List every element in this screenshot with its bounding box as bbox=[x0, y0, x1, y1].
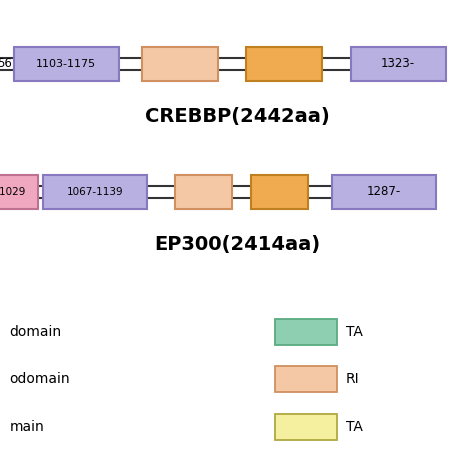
Text: main: main bbox=[9, 419, 44, 434]
Bar bbox=[275, 413, 337, 440]
Text: 1067-1139: 1067-1139 bbox=[66, 187, 123, 197]
Text: 1323-: 1323- bbox=[381, 57, 415, 71]
Text: RI: RI bbox=[346, 372, 360, 386]
Bar bbox=[275, 366, 337, 392]
Bar bbox=[14, 47, 118, 81]
Bar bbox=[332, 175, 436, 209]
Bar bbox=[0, 175, 38, 209]
Bar bbox=[275, 319, 337, 345]
Bar bbox=[175, 175, 232, 209]
Text: TA: TA bbox=[346, 325, 363, 339]
Text: 56: 56 bbox=[0, 57, 12, 71]
Text: 1103-1175: 1103-1175 bbox=[36, 59, 96, 69]
Text: 17-1029: 17-1029 bbox=[0, 187, 27, 197]
Text: EP300(2414aa): EP300(2414aa) bbox=[154, 235, 320, 254]
Bar bbox=[142, 47, 218, 81]
Text: odomain: odomain bbox=[9, 372, 70, 386]
Bar bbox=[251, 175, 308, 209]
Text: CREBBP(2442aa): CREBBP(2442aa) bbox=[145, 107, 329, 126]
Text: domain: domain bbox=[9, 325, 62, 339]
Bar bbox=[351, 47, 446, 81]
Bar bbox=[43, 175, 147, 209]
Bar bbox=[246, 47, 322, 81]
Text: TA: TA bbox=[346, 419, 363, 434]
Text: 1287-: 1287- bbox=[367, 185, 401, 199]
